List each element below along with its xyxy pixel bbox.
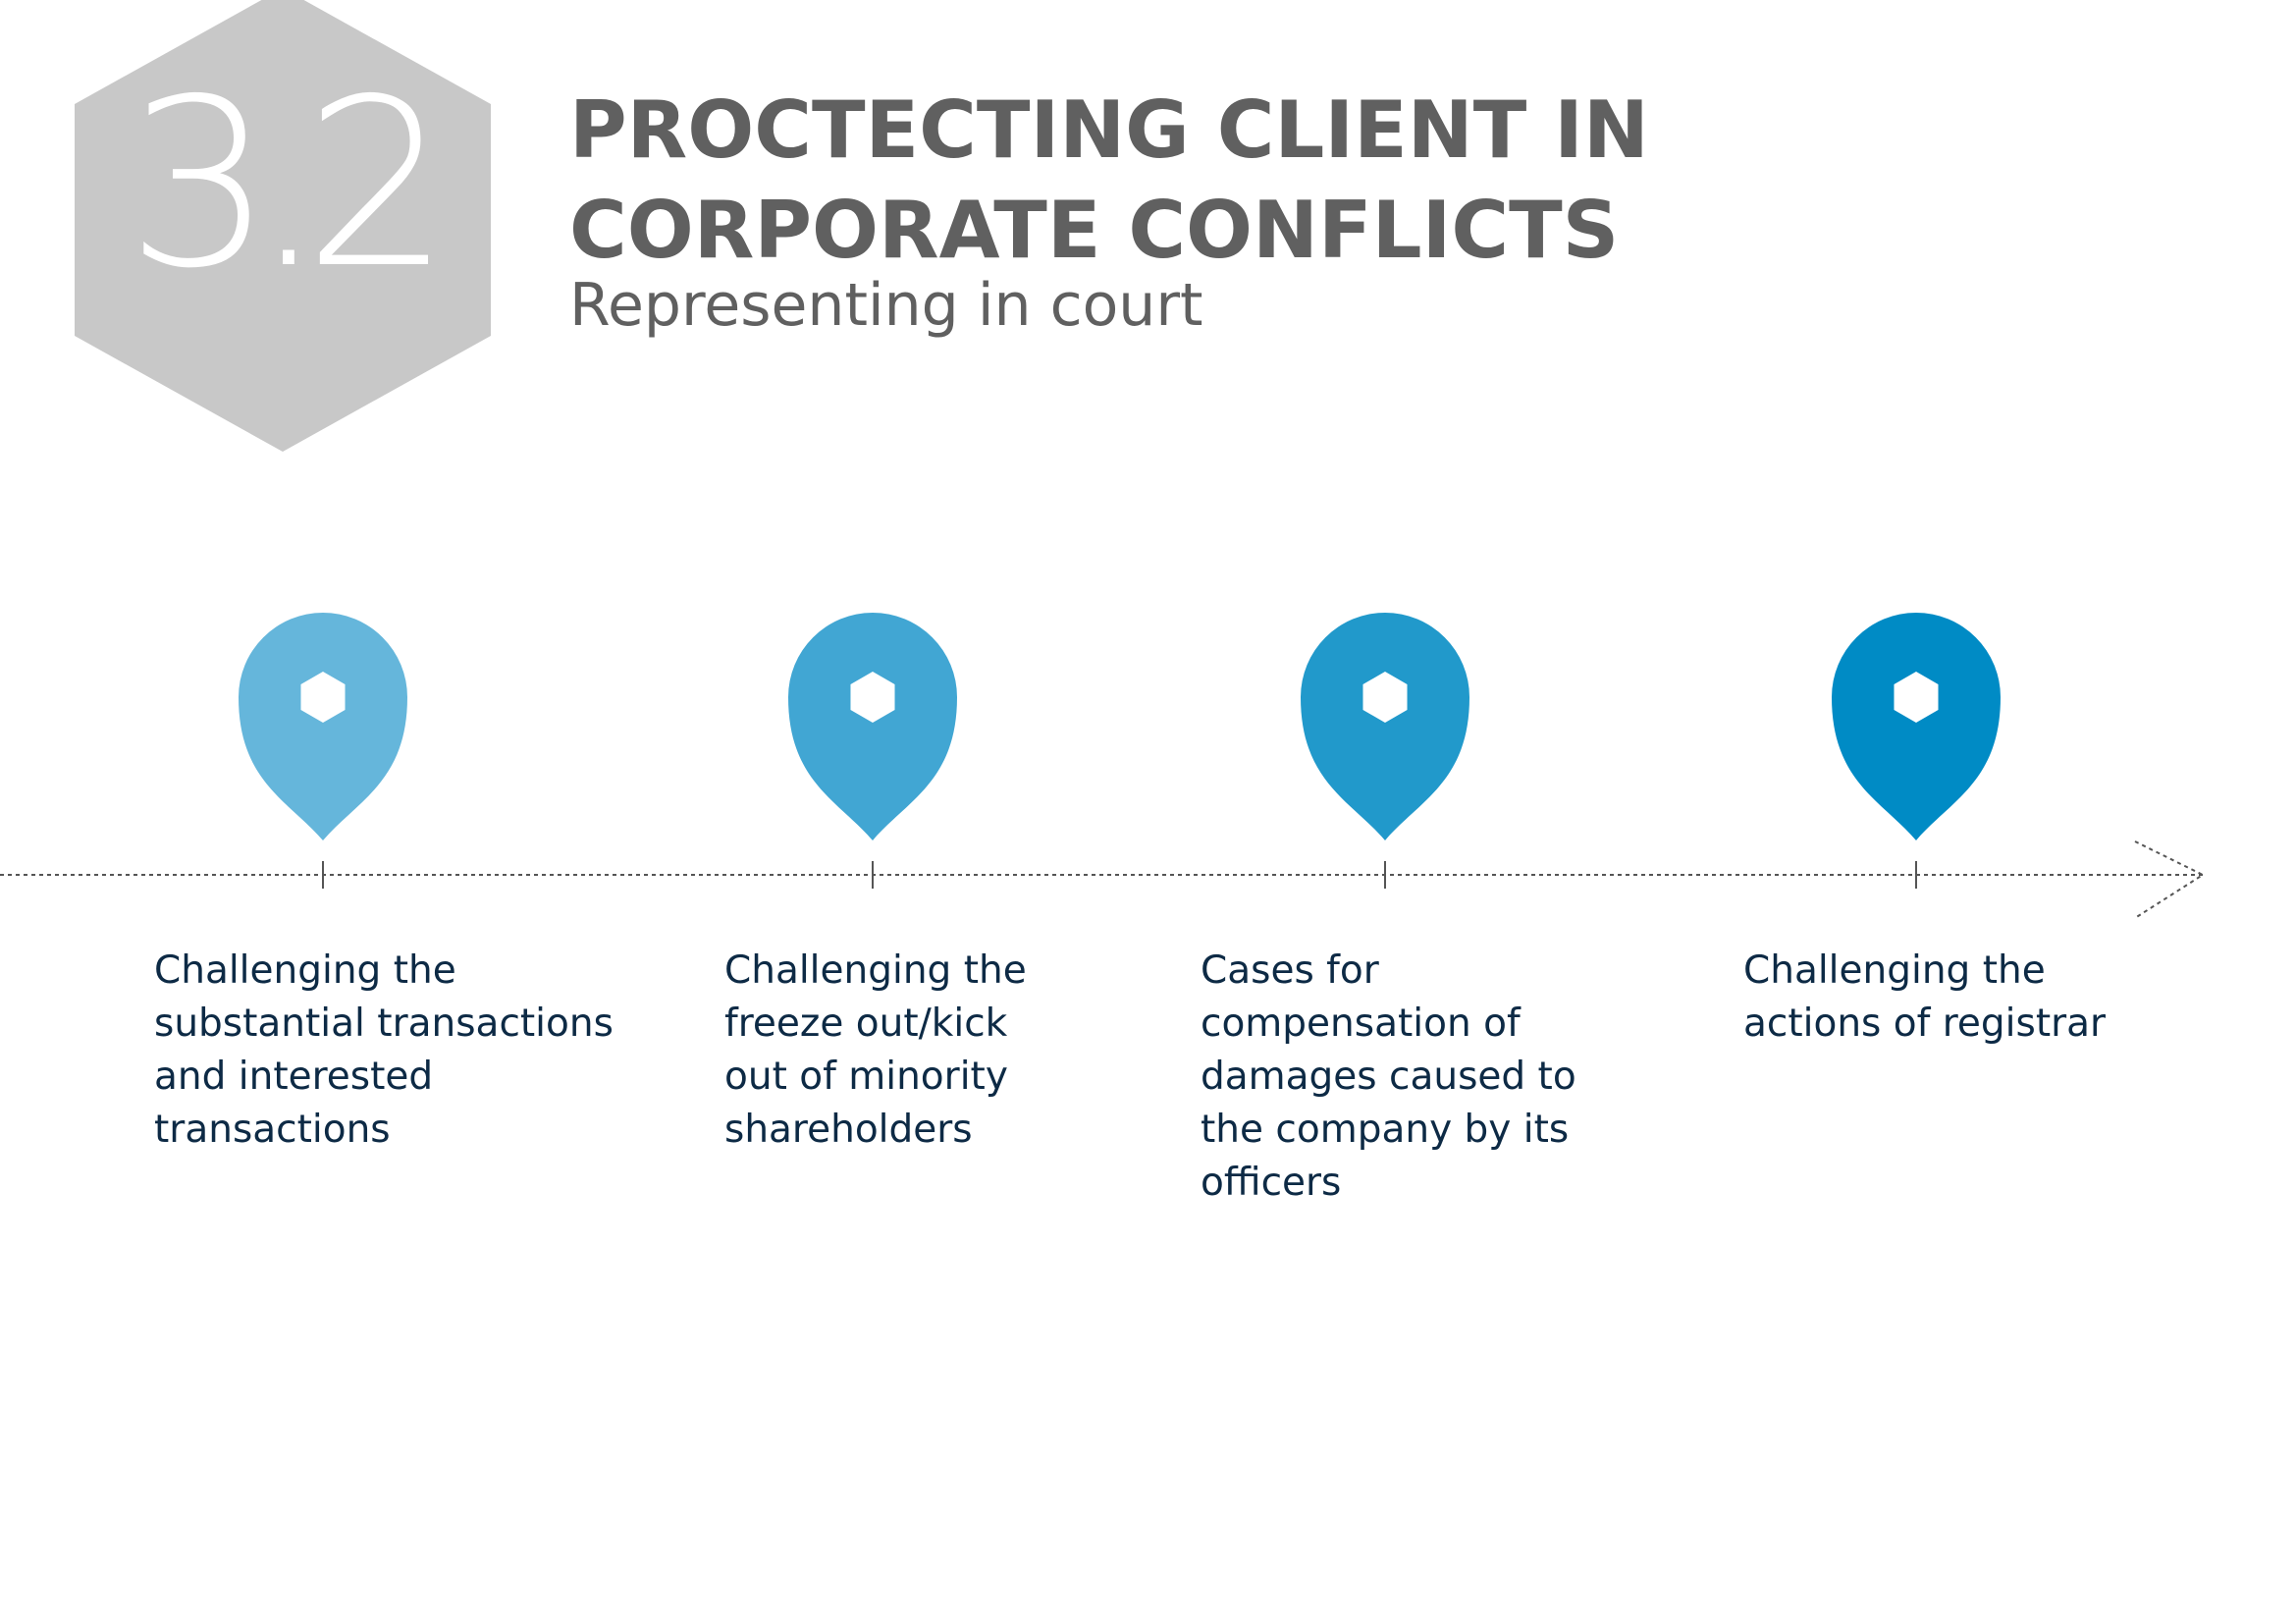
page-title: PROCTECTING CLIENT IN CORPORATE CONFLICT… [569, 84, 1649, 276]
timeline [0, 613, 2206, 919]
section-number: 3.2 [126, 49, 451, 319]
hexagon-icon [1362, 672, 1408, 723]
step-label-4: Challenging the actions of registrar [1743, 948, 2107, 1046]
hexagon-icon [300, 672, 346, 723]
map-pin-icon [1832, 613, 2001, 840]
hexagon-icon [850, 672, 895, 723]
section-badge-hexagon [75, 0, 491, 452]
hexagon-icon [1894, 672, 1939, 723]
page-subtitle: Representing in court [569, 271, 1203, 340]
map-pin-icon [788, 613, 957, 840]
timeline-arrowhead-icon [2134, 840, 2206, 919]
step-label-2: Challenging the freeze out/kick out of m… [724, 948, 1027, 1152]
step-label-3: Cases for compensation of damages caused… [1201, 948, 1576, 1205]
step-label-1: Challenging the substantial transactions… [154, 948, 614, 1152]
map-pin-icon [1301, 613, 1469, 840]
hexagon-shape [75, 0, 491, 452]
map-pin-icon [239, 613, 407, 840]
timeline-markers [239, 613, 2001, 889]
